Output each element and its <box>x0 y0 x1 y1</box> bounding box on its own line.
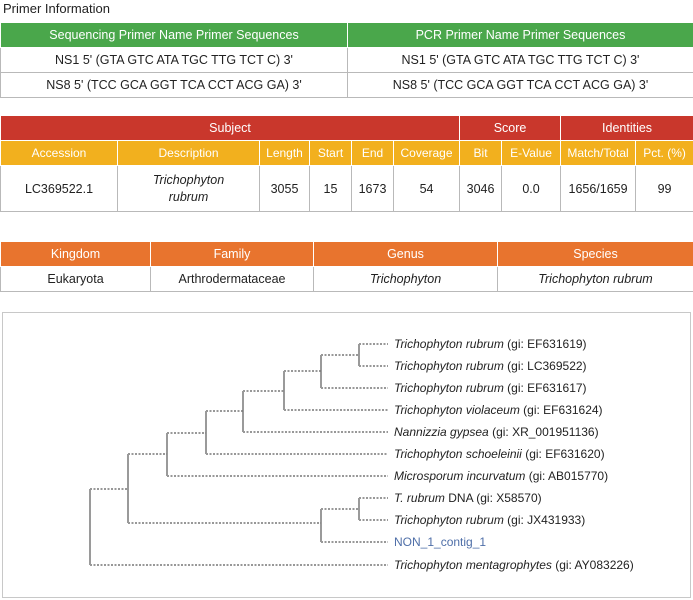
end-cell: 1673 <box>351 165 394 212</box>
genus-header: Genus <box>313 241 498 267</box>
leaf-label: Trichophyton rubrum (gi: JX431933) <box>394 513 585 527</box>
pct-cell: 99 <box>635 165 693 212</box>
family-header: Family <box>150 241 314 267</box>
coverage-cell: 54 <box>392 165 461 212</box>
start-header: Start <box>309 140 352 166</box>
bit-cell: 3046 <box>459 165 503 212</box>
subject-group-header: Subject <box>0 115 461 141</box>
end-header: End <box>351 140 394 166</box>
leaf-label: Trichophyton rubrum (gi: LC369522) <box>394 359 587 373</box>
blast-column-header-row: Accession Description Length Start End C… <box>0 140 693 166</box>
kingdom-header: Kingdom <box>0 241 151 267</box>
evalue-cell: 0.0 <box>501 165 562 212</box>
family-cell: Arthrodermataceae <box>150 266 314 292</box>
tree-branches <box>89 343 388 566</box>
start-cell: 15 <box>309 165 352 212</box>
primer-cell: NS1 5' (GTA GTC ATA TGC TTG TCT C) 3' <box>0 47 348 73</box>
primer-cell: NS1 5' (GTA GTC ATA TGC TTG TCT C) 3' <box>347 47 693 73</box>
description-text: Trichophyton rubrum <box>152 172 225 204</box>
leaf-label: Nannizzia gypsea (gi: XR_001951136) <box>394 425 599 439</box>
taxonomy-row: Eukaryota Arthrodermataceae Trichophyton… <box>0 266 693 292</box>
evalue-header: E-Value <box>501 140 562 166</box>
leaf-label: Trichophyton violaceum (gi: EF631624) <box>394 403 603 417</box>
match-total-header: Match/Total <box>560 140 637 166</box>
pcr-primer-header: PCR Primer Name Primer Sequences <box>347 22 693 48</box>
coverage-header: Coverage <box>392 140 461 166</box>
match-total-cell: 1656/1659 <box>560 165 637 212</box>
length-cell: 3055 <box>259 165 310 212</box>
sequencing-primer-header: Sequencing Primer Name Primer Sequences <box>0 22 348 48</box>
primer-cell: NS8 5' (TCC GCA GGT TCA CCT ACG GA) 3' <box>0 72 348 98</box>
tree-leaf-labels: Trichophyton rubrum (gi: EF631619) Trich… <box>394 337 634 572</box>
genus-cell: Trichophyton <box>313 266 498 292</box>
accession-cell: LC369522.1 <box>0 165 118 212</box>
species-header: Species <box>497 241 693 267</box>
description-header: Description <box>117 140 260 166</box>
phylogenetic-tree: Trichophyton rubrum (gi: EF631619) Trich… <box>89 337 634 572</box>
blast-row: LC369522.1 Trichophyton rubrum 3055 15 1… <box>0 165 693 212</box>
species-cell: Trichophyton rubrum <box>497 266 693 292</box>
leaf-label: Trichophyton rubrum (gi: EF631619) <box>394 337 587 351</box>
primer-cell: NS8 5' (TCC GCA GGT TCA CCT ACG GA) 3' <box>347 72 693 98</box>
leaf-label: Trichophyton rubrum (gi: EF631617) <box>394 381 587 395</box>
bit-header: Bit <box>459 140 503 166</box>
phylogenetic-tree-panel: Trichophyton rubrum (gi: EF631619) Trich… <box>2 312 691 598</box>
primer-header-row: Sequencing Primer Name Primer Sequences … <box>0 22 693 48</box>
score-group-header: Score <box>459 115 562 141</box>
leaf-label: Trichophyton schoeleinii (gi: EF631620) <box>394 447 605 461</box>
taxonomy-header-row: Kingdom Family Genus Species <box>0 241 693 267</box>
query-leaf-label: NON_1_contig_1 <box>394 535 486 549</box>
leaf-label: Trichophyton mentagrophytes (gi: AY08322… <box>394 558 634 572</box>
primer-row: NS8 5' (TCC GCA GGT TCA CCT ACG GA) 3' N… <box>0 72 693 98</box>
accession-header: Accession <box>0 140 118 166</box>
blast-group-header-row: Subject Score Identities <box>0 115 693 141</box>
page-title: Primer Information <box>3 1 110 16</box>
primer-row: NS1 5' (GTA GTC ATA TGC TTG TCT C) 3' NS… <box>0 47 693 73</box>
blast-result-table: Subject Score Identities Accession Descr… <box>0 115 693 212</box>
pct-header: Pct. (%) <box>635 140 693 166</box>
description-cell: Trichophyton rubrum <box>117 165 260 212</box>
identities-group-header: Identities <box>560 115 693 141</box>
leaf-label: T. rubrum DNA (gi: X58570) <box>394 491 542 505</box>
length-header: Length <box>259 140 310 166</box>
kingdom-cell: Eukaryota <box>0 266 151 292</box>
leaf-label: Microsporum incurvatum (gi: AB015770) <box>394 469 608 483</box>
primer-table: Sequencing Primer Name Primer Sequences … <box>0 22 693 98</box>
taxonomy-table: Kingdom Family Genus Species Eukaryota A… <box>0 241 693 292</box>
